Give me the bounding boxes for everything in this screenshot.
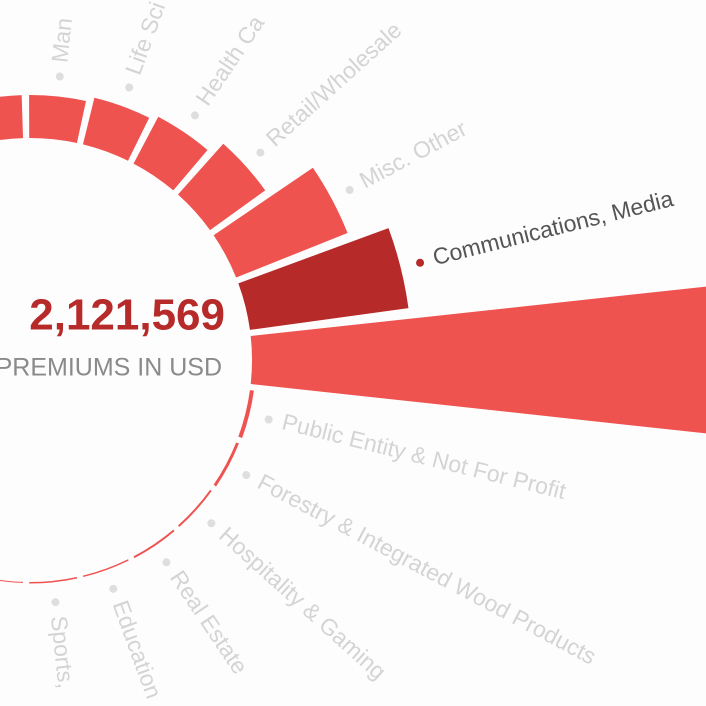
category-label: Man [46, 17, 77, 64]
label-dot [345, 186, 354, 195]
bar [82, 559, 129, 578]
category-label: Education [108, 597, 167, 702]
bar [213, 167, 348, 278]
bar [133, 529, 175, 559]
bar [177, 143, 266, 231]
label-dot [55, 72, 64, 81]
bar [238, 228, 409, 330]
bar [250, 286, 706, 434]
bar [177, 489, 212, 527]
label-dot [264, 415, 273, 424]
bar [82, 97, 150, 161]
label-dot [256, 148, 265, 157]
bar [213, 442, 239, 487]
category-label: Real Estate [165, 566, 253, 679]
center-subtitle: PREMIUMS IN USD [0, 354, 222, 382]
label-dot [51, 598, 60, 607]
label-dot [242, 471, 251, 480]
label-dot [416, 258, 425, 267]
bar [0, 579, 24, 583]
category-label: Misc. Other [355, 115, 471, 193]
center-total: 2,121,569 [29, 291, 225, 340]
label-dot [190, 111, 199, 120]
label-dot [125, 83, 134, 92]
bar [29, 576, 78, 584]
category-label: Public Entity & Not For Profit [280, 408, 570, 504]
bar [133, 116, 208, 191]
category-label: Communications, Media [430, 185, 676, 270]
bar [0, 95, 24, 141]
bar [29, 95, 87, 144]
label-dot [162, 558, 171, 567]
category-label: Life Sci [120, 0, 170, 78]
category-label: Retail/Wholesale [261, 17, 407, 152]
label-dot [109, 584, 118, 593]
label-dot [207, 519, 216, 528]
category-label: Sports, [46, 615, 79, 690]
bar [238, 390, 254, 439]
category-label: Health Ca [190, 11, 269, 111]
